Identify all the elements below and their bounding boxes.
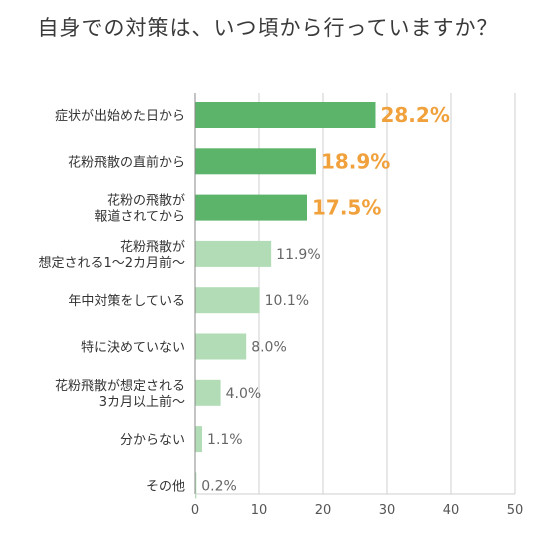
bar	[195, 194, 307, 221]
data-label: 10.1%	[265, 293, 309, 309]
x-tick-label: 30	[379, 503, 396, 518]
category-label: 年中対策をしている	[68, 293, 185, 309]
category-label: その他	[146, 479, 185, 494]
labels: 0 10 20 30 40 50 28.2% 症状が出始めた日から 18.9% 花粉飛散の直前から…	[38, 103, 523, 518]
bars	[195, 102, 376, 499]
x-tick-label: 10	[251, 503, 268, 518]
bar	[195, 287, 260, 314]
axes	[194, 93, 515, 495]
bar	[195, 148, 316, 175]
x-tick-label: 50	[507, 503, 524, 518]
category-label: 花粉の飛散が	[107, 193, 185, 209]
category-label: 分からない	[120, 433, 185, 448]
category-label: 想定される1〜2カ月前〜	[38, 255, 185, 271]
data-label: 17.5%	[312, 196, 381, 220]
category-label: 症状が出始めた日から	[55, 109, 185, 124]
data-label: 8.0%	[251, 340, 287, 356]
data-label: 28.2%	[380, 103, 449, 127]
data-label: 18.9%	[321, 149, 390, 173]
x-tick-label: 20	[315, 503, 332, 518]
x-tick-label: 40	[443, 503, 460, 518]
data-label: 1.1%	[207, 432, 243, 448]
x-tick-label: 0	[191, 503, 199, 518]
bar	[195, 426, 203, 453]
category-label: 特に決めていない	[81, 341, 185, 356]
bar	[195, 240, 272, 267]
category-label: 花粉飛散が	[120, 239, 185, 255]
bar	[195, 472, 197, 499]
chart-title: 自身での対策は、いつ頃から行っていますか？	[37, 16, 499, 40]
category-label: 花粉飛散の直前から	[68, 154, 185, 170]
bar	[195, 102, 376, 128]
bar	[195, 333, 247, 360]
data-label: 0.2%	[201, 478, 237, 494]
data-label: 4.0%	[226, 386, 262, 402]
category-label: 報道されてから	[94, 210, 185, 225]
category-label: 3カ月以上前〜	[99, 394, 185, 410]
bar	[195, 379, 221, 406]
category-label: 花粉飛散が想定される	[55, 378, 185, 394]
data-label: 11.9%	[276, 247, 320, 263]
